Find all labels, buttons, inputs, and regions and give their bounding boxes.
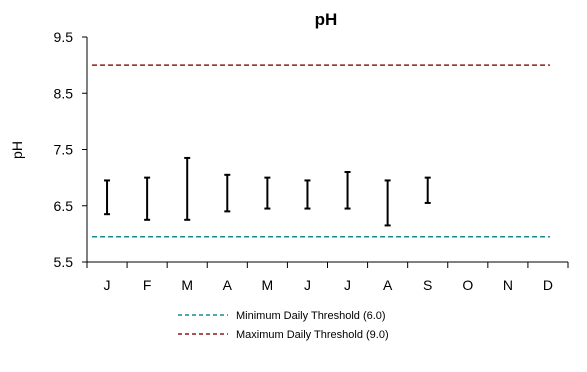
range-bar xyxy=(264,176,271,210)
x-tick-label: J xyxy=(344,277,351,293)
axes: 5.5 6.5 7.5 8.5 9.5 J F M A M J J A S O N D xyxy=(54,29,569,293)
range-bar xyxy=(344,171,351,210)
range-bar xyxy=(224,173,231,213)
y-tick-label: 6.5 xyxy=(54,198,74,214)
y-tick-label: 9.5 xyxy=(54,29,74,45)
legend-label: Minimum Daily Threshold (6.0) xyxy=(236,310,386,322)
range-bar xyxy=(304,179,311,210)
range-bar xyxy=(424,176,431,204)
legend: Minimum Daily Threshold (6.0) Maximum Dai… xyxy=(178,310,389,341)
range-bar xyxy=(104,179,111,216)
range-bar xyxy=(144,176,151,221)
x-tick-label: A xyxy=(223,277,233,293)
range-bar xyxy=(384,179,391,227)
x-tick-label: D xyxy=(543,277,553,293)
x-tick-label: M xyxy=(181,277,193,293)
y-tick-label: 7.5 xyxy=(54,142,74,158)
x-tick-label: S xyxy=(423,277,432,293)
x-tick-label: J xyxy=(104,277,111,293)
range-bars xyxy=(104,156,431,227)
y-axis-label: pH xyxy=(9,141,25,159)
legend-label: Maximum Daily Threshold (9.0) xyxy=(236,329,389,341)
y-tick-label: 8.5 xyxy=(54,85,74,101)
range-bar xyxy=(184,156,191,221)
threshold-lines xyxy=(92,64,550,238)
x-tick-label: F xyxy=(143,277,152,293)
x-tick-label: J xyxy=(304,277,311,293)
x-tick-label: A xyxy=(383,277,393,293)
x-tick-label: O xyxy=(462,277,473,293)
y-tick-label: 5.5 xyxy=(54,254,74,270)
x-tick-label: M xyxy=(262,277,274,293)
chart-title: pH xyxy=(315,10,338,29)
x-tick-label: N xyxy=(503,277,513,293)
